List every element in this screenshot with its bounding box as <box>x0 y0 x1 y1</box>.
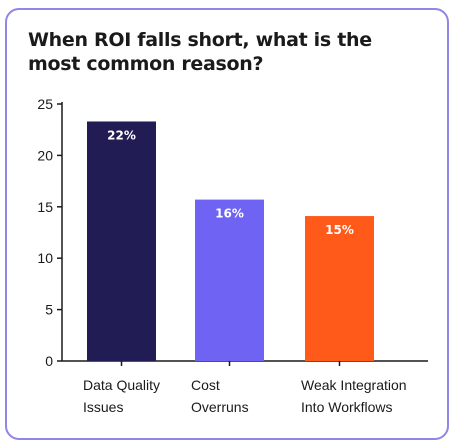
chart-title-line-1: When ROI falls short, what is the <box>28 29 372 51</box>
x-category-label: Cost <box>191 377 220 393</box>
y-tick-label: 15 <box>37 199 53 215</box>
x-category-label: Overruns <box>191 399 249 415</box>
bar <box>87 121 156 361</box>
x-category-label: Weak Integration <box>301 377 407 393</box>
chart-title: When ROI falls short, what is the most c… <box>28 28 428 76</box>
y-tick-label: 20 <box>37 147 53 163</box>
bar-data-label: 22% <box>107 128 136 142</box>
bar <box>305 216 374 361</box>
x-category-label: Data Quality <box>83 377 160 393</box>
chart-title-line-2: most common reason? <box>28 53 264 75</box>
y-tick-label: 5 <box>45 302 53 318</box>
bar-data-label: 15% <box>325 223 354 237</box>
y-tick-label: 25 <box>37 96 53 112</box>
x-category-label: Issues <box>83 399 123 415</box>
bar <box>195 199 264 361</box>
bar-data-label: 16% <box>215 207 244 221</box>
y-tick-label: 0 <box>45 353 53 369</box>
y-tick-label: 10 <box>37 250 53 266</box>
x-category-label: Into Workflows <box>301 399 393 415</box>
